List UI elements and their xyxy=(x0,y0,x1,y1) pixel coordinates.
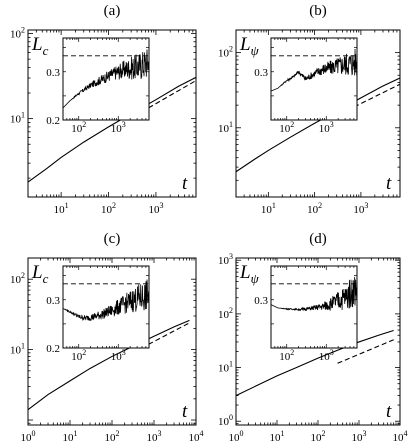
data-line xyxy=(27,319,190,411)
inset-x-tick-label: 103 xyxy=(319,348,334,363)
x-tick-label: 100 xyxy=(21,429,36,444)
x-tick-label: 100 xyxy=(229,429,244,444)
inset-y-tick-label: 0.3 xyxy=(254,295,268,307)
inset-plot: 102 103 0.2 0.3 xyxy=(46,265,150,363)
x-tick-label: 104 xyxy=(393,429,408,444)
inset-x-tick-label: 103 xyxy=(319,120,334,135)
inset-frame xyxy=(270,37,358,121)
y-tick-label: 100 xyxy=(218,413,233,428)
inset-x-tick-label: 102 xyxy=(71,120,86,135)
panel-letter: (b) xyxy=(309,3,327,19)
x-tick-label: 103 xyxy=(352,429,367,444)
inset-x-tick-label: 102 xyxy=(279,120,294,135)
y-tick-label: 101 xyxy=(218,360,233,375)
x-tick-label: 101 xyxy=(261,201,276,216)
plot-frame xyxy=(27,29,197,198)
reference-slope-line xyxy=(337,339,394,364)
chart-panel: (c) 100 101 102 103 104 101 102 Lc t 102 103 0.2 0.3 xyxy=(10,231,204,444)
data-line xyxy=(235,77,401,173)
inset-plot: 102 103 0.3 xyxy=(254,37,358,135)
x-tick-label: 102 xyxy=(311,429,326,444)
inset-frame xyxy=(270,265,358,349)
x-axis-label: t xyxy=(386,173,392,194)
y-axis-label: Lc xyxy=(31,34,49,58)
x-tick-label: 101 xyxy=(63,429,78,444)
panel-letter: (c) xyxy=(104,231,121,247)
x-tick-label: 103 xyxy=(147,429,162,444)
y-tick-label: 101 xyxy=(10,111,25,126)
inset-x-tick-label: 103 xyxy=(111,120,126,135)
inset-data-line xyxy=(270,272,358,312)
x-axis-label: t xyxy=(182,173,188,194)
x-tick-label: 102 xyxy=(105,429,120,444)
inset-y-tick-label: 0.3 xyxy=(46,295,60,307)
inset-data-line xyxy=(62,279,150,322)
inset-y-tick-label: 0.3 xyxy=(254,67,268,79)
y-tick-label: 102 xyxy=(218,45,233,60)
x-tick-label: 101 xyxy=(270,429,285,444)
inset-y-tick-label: 0.2 xyxy=(46,115,60,127)
y-tick-label: 102 xyxy=(218,306,233,321)
x-tick-label: 103 xyxy=(148,201,163,216)
y-axis-label: Lc xyxy=(31,262,49,286)
data-line xyxy=(235,329,394,397)
inset-x-tick-label: 102 xyxy=(279,348,294,363)
data-line xyxy=(27,76,197,183)
x-tick-label: 103 xyxy=(353,201,368,216)
y-tick-label: 101 xyxy=(218,120,233,135)
x-axis-label: t xyxy=(182,401,188,422)
inset-x-tick-label: 102 xyxy=(71,348,86,363)
x-tick-label: 102 xyxy=(307,201,322,216)
y-tick-label: 103 xyxy=(218,252,233,267)
inset-y-tick-label: 0.3 xyxy=(46,67,60,79)
inset-plot: 102 103 0.3 xyxy=(254,265,358,363)
chart-panel: (a) 101 102 103 101 102 Lc t 102 103 0.2 0.3 xyxy=(10,3,197,216)
inset-x-tick-label: 103 xyxy=(111,348,126,363)
x-axis-label: t xyxy=(386,401,392,422)
y-tick-label: 101 xyxy=(10,342,25,357)
y-axis-label: Lψ xyxy=(239,262,260,286)
reference-slope-line xyxy=(141,80,197,113)
y-tick-label: 102 xyxy=(10,271,25,286)
chart-panel: (b) 101 102 103 101 102 Lψ t 102 103 0.3 xyxy=(218,3,401,216)
y-tick-label: 102 xyxy=(10,26,25,41)
y-axis-label: Lψ xyxy=(239,34,260,58)
chart-panel: (d) 100 101 102 103 104 100 101 102 103 Lψ t 102 103 0… xyxy=(218,231,408,444)
x-tick-label: 101 xyxy=(54,201,69,216)
inset-plot: 102 103 0.2 0.3 xyxy=(46,37,150,135)
inset-frame xyxy=(62,265,150,349)
panel-letter: (d) xyxy=(309,231,327,247)
panel-letter: (a) xyxy=(104,3,121,19)
x-tick-label: 104 xyxy=(189,429,204,444)
inset-data-line xyxy=(62,49,150,109)
x-tick-label: 102 xyxy=(101,201,116,216)
inset-data-line xyxy=(270,49,358,92)
inset-y-tick-label: 0.2 xyxy=(46,343,60,355)
plot-frame xyxy=(235,29,401,198)
